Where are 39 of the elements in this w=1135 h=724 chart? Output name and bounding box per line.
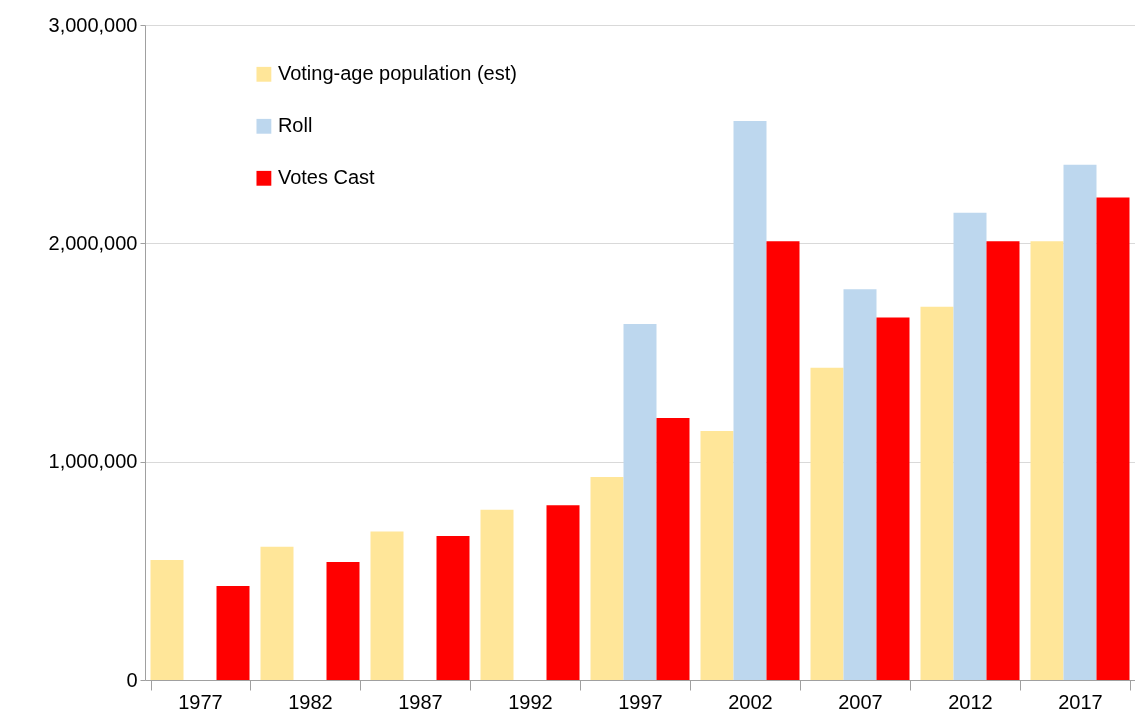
bar xyxy=(876,317,910,680)
x-tick-label: 1982 xyxy=(288,690,333,713)
y-tick-label: 3,000,000 xyxy=(48,13,138,36)
legend-label: Voting-age population (est) xyxy=(277,62,517,85)
bar xyxy=(810,367,844,680)
bar xyxy=(216,586,250,680)
x-tick-label: 1987 xyxy=(398,690,443,713)
bar xyxy=(546,505,580,680)
bar xyxy=(436,535,470,680)
x-tick-label: 2012 xyxy=(948,690,993,713)
x-tick-label: 2007 xyxy=(838,690,883,713)
bar xyxy=(733,121,767,680)
bar xyxy=(986,241,1020,680)
y-tick-label: 1,000,000 xyxy=(48,450,138,473)
bar xyxy=(766,241,800,680)
y-tick-label: 0 xyxy=(126,668,138,691)
bar xyxy=(920,306,954,680)
bar xyxy=(953,212,987,680)
bar xyxy=(590,476,624,680)
bar xyxy=(843,289,877,680)
bar xyxy=(150,559,184,680)
legend-label: Roll xyxy=(277,114,313,137)
x-tick-label: 2002 xyxy=(728,690,773,713)
bar xyxy=(326,562,360,680)
bar xyxy=(623,324,657,680)
bar xyxy=(480,509,514,680)
x-tick-label: 2017 xyxy=(1058,690,1103,713)
bar xyxy=(1063,164,1097,680)
bar xyxy=(656,418,690,680)
x-tick-label: 1977 xyxy=(178,690,223,713)
bar xyxy=(370,531,404,680)
bar xyxy=(700,431,734,680)
y-tick-label: 2,000,000 xyxy=(48,231,138,254)
x-tick-label: 1992 xyxy=(508,690,553,713)
bar xyxy=(260,546,294,680)
legend-label: Votes Cast xyxy=(277,166,376,189)
bar xyxy=(1030,241,1064,680)
bar xyxy=(1096,197,1130,680)
x-tick-label: 1997 xyxy=(618,690,663,713)
